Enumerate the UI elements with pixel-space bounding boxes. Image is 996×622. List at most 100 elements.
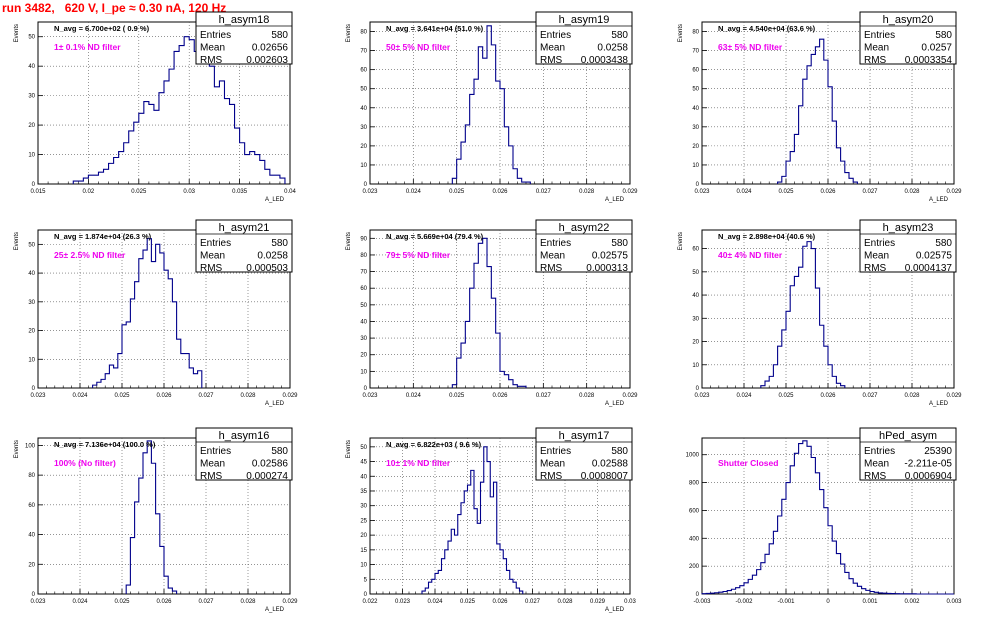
- filter-annotation: 63± 5% ND filter: [718, 42, 783, 52]
- x-axis-title: A_LED: [605, 401, 625, 407]
- stats-box: [859, 219, 957, 273]
- stat-value: 580: [271, 238, 288, 249]
- y-tick-label: 50: [360, 445, 367, 451]
- histogram-line: [777, 38, 858, 184]
- y-tick-label: 0: [32, 182, 36, 188]
- x-tick-label: 0.023: [362, 189, 378, 195]
- x-tick-label: 0.029: [282, 599, 298, 605]
- y-axis-title: Events: [346, 440, 352, 458]
- y-tick-label: 15: [360, 548, 367, 554]
- histogram-line: [72, 27, 286, 184]
- x-tick-label: 0.028: [240, 393, 256, 399]
- x-tick-label: 0.001: [862, 599, 878, 605]
- y-tick-label: 20: [692, 144, 699, 150]
- x-axis-title: A_LED: [605, 607, 625, 613]
- stat-value: 0.0006904: [905, 471, 953, 482]
- y-tick-label: 10: [28, 357, 35, 363]
- stat-value: 0.000274: [246, 471, 288, 482]
- stat-label: Mean: [200, 459, 225, 470]
- y-axis-title: Events: [14, 232, 20, 250]
- y-tick-label: 20: [692, 340, 699, 346]
- filter-annotation: Shutter Closed: [718, 458, 778, 468]
- stat-label: Mean: [540, 43, 565, 54]
- y-axis-title: Events: [14, 24, 20, 42]
- y-tick-label: 30: [28, 94, 35, 100]
- x-tick-label: 0.026: [492, 189, 508, 195]
- stat-value: 0.0004137: [905, 263, 953, 274]
- x-tick-label: 0.029: [282, 393, 298, 399]
- y-tick-label: 100: [25, 443, 36, 449]
- navg-annotation: N_avg = 1.874e+04 (26.3 %): [54, 232, 152, 241]
- stat-label: RMS: [200, 55, 223, 66]
- histogram-panel-h_asym17: 0.022 0.023 0.024 0.025 0.026 0.027 0.028 0.029…: [346, 427, 636, 613]
- y-tick-label: 0: [696, 182, 700, 188]
- y-tick-label: 35: [360, 489, 367, 495]
- stat-value: 0.02586: [252, 459, 289, 470]
- navg-annotation: N_avg = 6.822e+03 ( 9.6 %): [386, 440, 482, 449]
- y-tick-label: 30: [692, 316, 699, 322]
- x-axis-title: A_LED: [605, 197, 625, 203]
- y-tick-label: 20: [360, 353, 367, 359]
- stat-value: 580: [935, 238, 952, 249]
- x-tick-label: 0.029: [622, 393, 638, 399]
- y-tick-label: 70: [692, 49, 699, 55]
- stat-label: Mean: [864, 459, 889, 470]
- x-tick-label: 0.028: [579, 393, 595, 399]
- y-tick-label: 10: [360, 163, 367, 169]
- y-tick-label: 30: [692, 125, 699, 131]
- stat-label: Mean: [864, 43, 889, 54]
- y-tick-label: 10: [28, 153, 35, 159]
- navg-annotation: N_avg = 6.700e+02 ( 0.9 %): [54, 24, 150, 33]
- histogram-line: [451, 25, 531, 184]
- y-tick-label: 45: [360, 460, 367, 466]
- y-axis-title: Events: [678, 232, 684, 250]
- x-tick-label: 0.028: [904, 393, 920, 399]
- y-tick-label: 50: [28, 242, 35, 248]
- stats-box: [535, 11, 633, 65]
- histogram-line: [421, 446, 524, 594]
- y-tick-label: 50: [692, 87, 699, 93]
- x-axis-title: A_LED: [265, 607, 285, 613]
- stat-label: RMS: [540, 471, 563, 482]
- stat-label: Mean: [864, 251, 889, 262]
- y-tick-label: 20: [360, 144, 367, 150]
- x-tick-label: 0.028: [557, 599, 573, 605]
- stat-value: 580: [935, 30, 952, 41]
- histogram-name: h_asym17: [559, 430, 610, 442]
- x-tick-label: -0.001: [777, 599, 795, 605]
- x-tick-label: 0.024: [736, 393, 752, 399]
- histogram-panel-h_asym23: 0.023 0.024 0.025 0.026 0.027 0.028 0.029 0 10 20…: [678, 219, 962, 407]
- y-tick-label: 600: [689, 508, 700, 514]
- x-tick-label: 0.023: [30, 599, 46, 605]
- histogram-name: hPed_asym: [879, 430, 937, 442]
- x-tick-label: 0.029: [622, 189, 638, 195]
- stat-value: 0.02656: [252, 43, 289, 54]
- y-tick-label: 50: [360, 87, 367, 93]
- x-tick-label: 0.029: [946, 393, 962, 399]
- x-tick-label: 0.026: [820, 393, 836, 399]
- histogram-line: [125, 440, 178, 594]
- x-axis-title: A_LED: [929, 197, 949, 203]
- stats-box: [195, 219, 293, 273]
- y-tick-label: 200: [689, 564, 700, 570]
- y-tick-label: 90: [360, 236, 367, 242]
- stat-value: 580: [611, 446, 628, 457]
- x-tick-label: -0.002: [735, 599, 753, 605]
- histogram-name: h_asym23: [883, 222, 934, 234]
- filter-annotation: 25± 2.5% ND filter: [54, 250, 126, 260]
- x-tick-label: 0.04: [284, 189, 296, 195]
- x-tick-label: 0.027: [862, 393, 878, 399]
- stat-label: Entries: [864, 30, 895, 41]
- histogram-line: [701, 440, 954, 595]
- y-tick-label: 30: [360, 336, 367, 342]
- stat-value: 0.0003438: [581, 55, 629, 66]
- x-tick-label: 0.025: [460, 599, 476, 605]
- histogram-panel-h_asym19: 0.023 0.024 0.025 0.026 0.027 0.028 0.029 0 10 20…: [346, 11, 638, 203]
- stat-value: 0.0003354: [905, 55, 953, 66]
- x-tick-label: 0.026: [492, 393, 508, 399]
- x-tick-label: 0.029: [946, 189, 962, 195]
- histogram-panel-h_asym21: 0.023 0.024 0.025 0.026 0.027 0.028 0.029 0 10 20…: [14, 219, 298, 407]
- histogram-line: [451, 237, 527, 388]
- x-tick-label: 0.026: [156, 393, 172, 399]
- histogram-name: h_asym18: [219, 14, 270, 26]
